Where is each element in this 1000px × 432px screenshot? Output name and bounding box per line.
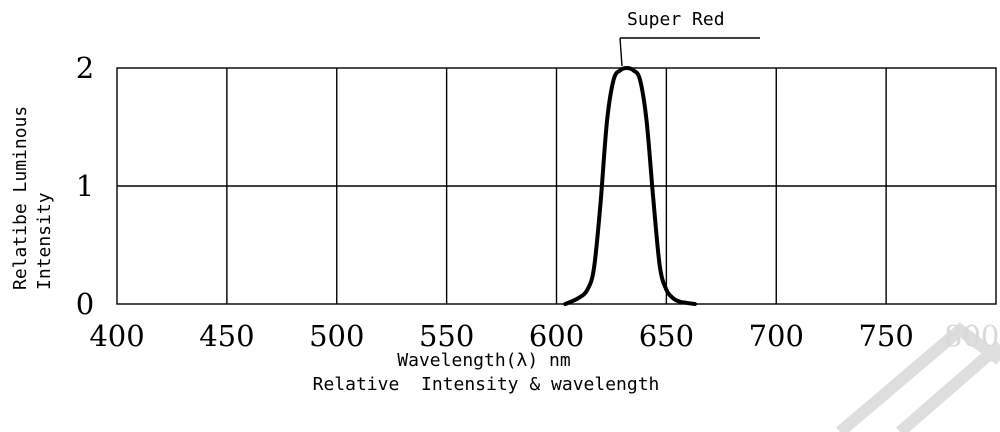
y-tick-labels: 0 1 2: [76, 51, 94, 321]
x-tick-label-650: 650: [639, 319, 694, 353]
x-tick-label-600: 600: [529, 319, 584, 353]
annotation-leader: [619, 37, 623, 67]
series-label-super-red: Super Red: [627, 9, 725, 30]
plot-frame: [116, 67, 997, 305]
x-tick-label-550: 550: [419, 319, 474, 353]
x-tick-label-800: 800: [944, 319, 999, 353]
x-tick-label-700: 700: [749, 319, 804, 353]
x-tick-label-750: 750: [858, 319, 913, 353]
y-tick-label-0: 0: [76, 287, 94, 321]
chart-title: Relative Intensity & wavelength: [313, 374, 660, 395]
x-tick-label-500: 500: [309, 319, 364, 353]
series-line-super-red: [563, 66, 697, 306]
y-axis-label-line1: Relatibe Luminous: [10, 106, 31, 290]
y-axis-label-line2: Intensity: [34, 192, 55, 290]
y-tick-label-1: 1: [76, 169, 94, 203]
grid: [117, 68, 996, 304]
x-tick-label-450: 450: [199, 319, 254, 353]
x-tick-labels: 400 450 500 550 600 650 700 750 800: [89, 319, 999, 353]
x-axis-label: Wavelength(λ) nm: [397, 350, 570, 371]
y-tick-label-2: 2: [76, 51, 94, 85]
watermark-shape: [836, 322, 1000, 432]
x-tick-label-400: 400: [89, 319, 144, 353]
